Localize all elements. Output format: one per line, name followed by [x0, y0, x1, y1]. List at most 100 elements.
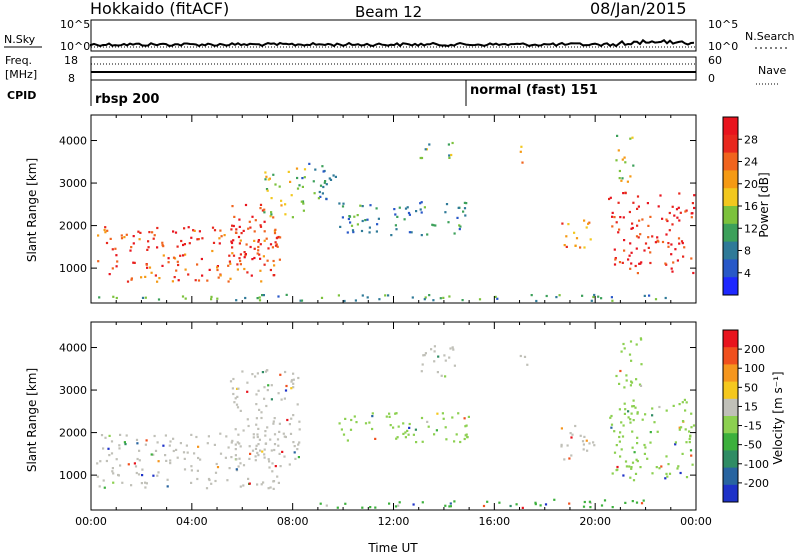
- data-cell: [359, 204, 362, 207]
- data-cell: [275, 243, 278, 246]
- data-cell: [183, 227, 186, 230]
- data-cell: [628, 465, 631, 468]
- data-cell: [444, 211, 447, 214]
- data-cell: [388, 415, 391, 418]
- data-cell: [654, 241, 657, 244]
- data-cell: [177, 279, 180, 282]
- data-cell: [665, 233, 668, 236]
- data-cell: [366, 296, 369, 299]
- data-cell: [459, 440, 462, 444]
- data-cell: [608, 197, 611, 201]
- data-cell: [284, 213, 287, 216]
- data-cell: [184, 268, 187, 271]
- data-cell: [396, 215, 399, 218]
- data-cell: [130, 278, 133, 281]
- colorbar-tick-label: 24: [744, 156, 758, 169]
- data-cell: [688, 441, 691, 444]
- data-cell: [691, 202, 694, 205]
- data-cell: [676, 467, 679, 470]
- data-cell: [120, 237, 124, 240]
- data-cell: [139, 231, 142, 234]
- colorbar-tick-label: 12: [744, 222, 758, 235]
- data-cell: [618, 177, 621, 180]
- data-cell: [523, 355, 527, 358]
- data-cell: [177, 263, 180, 267]
- data-cell: [254, 459, 257, 462]
- data-cell: [125, 233, 128, 236]
- data-cell: [445, 203, 449, 206]
- data-cell: [614, 258, 617, 261]
- data-cell: [239, 263, 242, 266]
- data-cell: [290, 387, 293, 390]
- data-cell: [234, 448, 237, 451]
- data-cell: [275, 237, 278, 240]
- data-cell: [632, 405, 635, 408]
- data-cell: [631, 136, 634, 139]
- data-cell: [332, 174, 335, 177]
- data-cell: [521, 161, 524, 164]
- data-cell: [611, 225, 614, 228]
- data-cell: [254, 219, 257, 222]
- data-cell: [583, 219, 586, 222]
- data-cell: [433, 350, 436, 353]
- data-cell: [563, 458, 566, 461]
- data-cell: [677, 237, 681, 240]
- data-cell: [184, 297, 187, 300]
- data-cell: [280, 398, 283, 401]
- data-cell: [187, 273, 190, 276]
- data-cell: [277, 295, 280, 298]
- data-cell: [665, 455, 668, 458]
- data-cell: [216, 266, 219, 269]
- data-cell: [334, 175, 337, 178]
- data-cell: [361, 294, 364, 297]
- data-cell: [384, 294, 387, 297]
- colorbar-tick-label: 8: [744, 245, 751, 258]
- data-cell: [230, 441, 233, 444]
- data-cell: [289, 432, 293, 435]
- data-cell: [653, 421, 656, 424]
- data-cell: [231, 439, 234, 442]
- data-cell: [269, 486, 272, 489]
- data-cell: [343, 299, 346, 303]
- data-cell: [616, 468, 619, 471]
- data-cell: [235, 228, 238, 231]
- colorbar-swatch: [723, 467, 738, 486]
- data-cell: [387, 294, 390, 297]
- data-cell: [231, 246, 234, 249]
- data-cell: [671, 205, 674, 208]
- data-cell: [569, 432, 572, 435]
- data-cell: [303, 176, 306, 179]
- data-cell: [230, 240, 233, 243]
- data-cell: [255, 393, 258, 396]
- data-cell: [147, 240, 150, 243]
- data-cell: [238, 218, 241, 221]
- data-cell: [566, 444, 569, 447]
- data-cell: [611, 506, 614, 509]
- data-cell: [255, 423, 258, 426]
- data-cell: [587, 222, 590, 225]
- data-cell: [609, 416, 612, 419]
- data-cell: [623, 239, 626, 242]
- data-cell: [455, 433, 458, 436]
- data-cell: [342, 433, 346, 436]
- data-cell: [276, 245, 279, 248]
- data-cell: [589, 238, 592, 241]
- data-cell: [629, 137, 632, 140]
- data-cell: [632, 419, 635, 422]
- data-cell: [638, 219, 641, 222]
- data-cell: [237, 387, 240, 390]
- data-cell: [649, 261, 652, 265]
- data-cell: [269, 438, 272, 441]
- data-cell: [290, 417, 293, 420]
- data-cell: [450, 153, 453, 157]
- data-cell: [509, 504, 512, 508]
- data-cell: [640, 261, 643, 264]
- data-cell: [443, 354, 446, 357]
- nsearch-label: N.Search: [745, 30, 795, 43]
- data-cell: [625, 465, 628, 468]
- colorbar-swatch: [723, 259, 738, 278]
- data-cell: [108, 273, 111, 276]
- data-cell: [623, 386, 626, 389]
- data-cell: [258, 299, 262, 302]
- data-cell: [290, 379, 294, 382]
